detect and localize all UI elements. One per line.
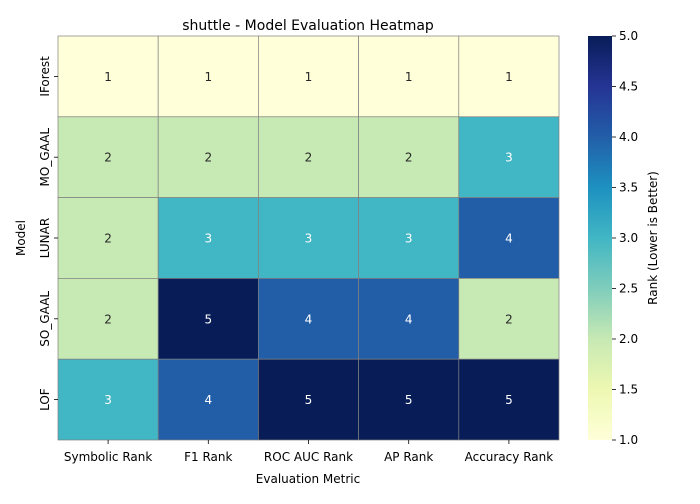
- cell-value-label: 2: [104, 151, 112, 165]
- cell-value-label: 3: [104, 393, 112, 407]
- cell-value-label: 2: [104, 312, 112, 326]
- cell-value-label: 5: [305, 393, 313, 407]
- colorbar-tick-label: 1.0: [619, 433, 638, 447]
- cell-value-label: 3: [204, 232, 212, 246]
- y-tick-label: MO_GAAL: [38, 128, 52, 187]
- heatmap-cell: [358, 197, 460, 279]
- cell-value-label: 5: [405, 393, 413, 407]
- colorbar-tick-label: 4.0: [619, 130, 638, 144]
- cell-value-label: 2: [204, 151, 212, 165]
- heatmap-cell: [258, 358, 359, 441]
- x-axis-label: Evaluation Metric: [256, 472, 360, 486]
- colorbar-label: Rank (Lower is Better): [646, 171, 660, 305]
- x-axis-ticks: Symbolic Rank F1 Rank ROC AUC Rank AP Rank A…: [64, 440, 553, 464]
- cell-value-label: 5: [204, 312, 212, 326]
- heatmap-cell: [458, 197, 560, 279]
- colorbar-ticks: 1.0 1.5 2.0 2.5 3.0 3.5 4.0 4.5 5.0: [612, 29, 638, 447]
- heatmap-cell: [157, 358, 259, 441]
- y-tick-label: SO_GAAL: [38, 291, 52, 347]
- cell-value-label: 1: [305, 70, 313, 84]
- colorbar-tick-label: 1.5: [619, 383, 638, 397]
- cell-value-label: 4: [405, 312, 413, 326]
- x-tick-label: Symbolic Rank: [64, 450, 152, 464]
- x-tick-label: F1 Rank: [184, 450, 232, 464]
- cell-value-label: 4: [305, 312, 313, 326]
- colorbar: [588, 36, 612, 440]
- colorbar-tick-label: 3.5: [619, 181, 638, 195]
- y-tick-label: LUNAR: [38, 218, 52, 258]
- heatmap-cell: [458, 35, 560, 118]
- colorbar-tick-label: 4.5: [619, 80, 638, 94]
- cell-value-label: 3: [305, 232, 313, 246]
- heatmap-cell: [57, 35, 159, 118]
- heatmap-cell: [57, 358, 159, 441]
- colorbar-tick-label: 2.5: [619, 282, 638, 296]
- y-axis-label: Model: [14, 220, 28, 256]
- cell-value-label: 1: [505, 70, 513, 84]
- heatmap-cells: [57, 35, 560, 441]
- heatmap-cell: [358, 278, 460, 360]
- heatmap-cell: [157, 197, 259, 279]
- cell-value-label: 2: [405, 151, 413, 165]
- cell-value-label: 1: [204, 70, 212, 84]
- heatmap-cell: [157, 278, 259, 360]
- colorbar-tick-label: 3.0: [619, 231, 638, 245]
- cell-value-label: 2: [305, 151, 313, 165]
- cell-value-label: 3: [505, 151, 513, 165]
- cell-value-label: 4: [505, 232, 513, 246]
- y-tick-label: IForest: [38, 56, 52, 97]
- heatmap-cell: [258, 116, 359, 198]
- heatmap-cell: [358, 35, 460, 118]
- cell-value-label: 1: [104, 70, 112, 84]
- heatmap-cell: [258, 35, 359, 118]
- heatmap-cell: [458, 116, 560, 198]
- heatmap-cell-labels: 1 1 1 1 1 2 2 2 2 3 2 3 3 3 4 2 5 4 4 2 3 4 5 5 5: [104, 70, 512, 407]
- y-tick-label: LOF: [38, 388, 52, 411]
- cell-value-label: 3: [405, 232, 413, 246]
- cell-value-label: 4: [204, 393, 212, 407]
- x-tick-label: AP Rank: [384, 450, 433, 464]
- heatmap-cell: [258, 197, 359, 279]
- heatmap-cell: [57, 116, 159, 198]
- heatmap-cell: [458, 358, 560, 441]
- x-tick-label: ROC AUC Rank: [264, 450, 353, 464]
- colorbar-tick-label: 5.0: [619, 29, 638, 43]
- cell-value-label: 1: [405, 70, 413, 84]
- heatmap-cell: [258, 278, 359, 360]
- x-tick-label: Accuracy Rank: [465, 450, 554, 464]
- cell-value-label: 2: [104, 232, 112, 246]
- heatmap-cell: [458, 278, 560, 360]
- chart-title: shuttle - Model Evaluation Heatmap: [182, 18, 434, 34]
- heatmap-cell: [157, 35, 259, 118]
- y-axis-ticks: IForest MO_GAAL LUNAR SO_GAAL LOF: [38, 56, 58, 411]
- cell-value-label: 5: [505, 393, 513, 407]
- cell-value-label: 2: [505, 312, 513, 326]
- colorbar-tick-label: 2.0: [619, 332, 638, 346]
